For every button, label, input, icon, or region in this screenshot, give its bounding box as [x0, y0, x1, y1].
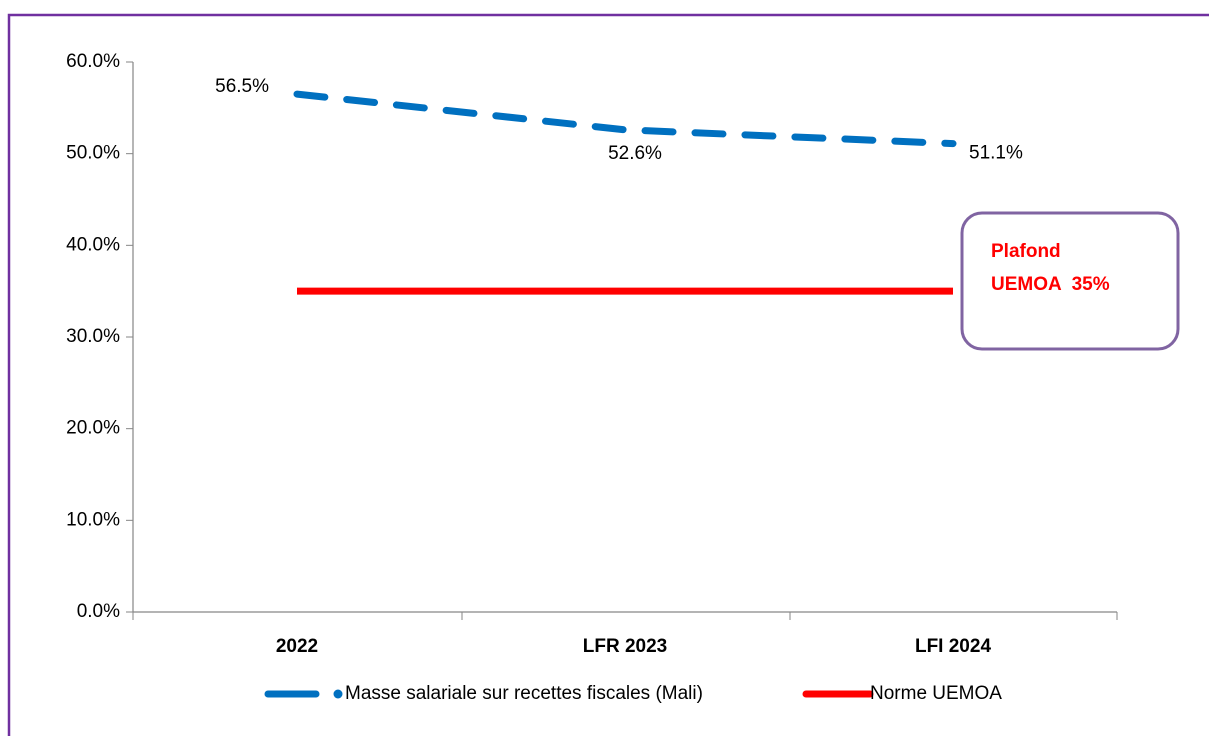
y-tick-label: 50.0% [66, 143, 120, 164]
chart-frame [7, 13, 1209, 736]
x-tick-label: LFI 2024 [915, 636, 991, 657]
series-line [293, 90, 957, 148]
y-tick-label: 30.0% [66, 326, 120, 347]
annotation-text: Plafond [991, 241, 1061, 262]
x-tick-label: 2022 [276, 636, 318, 657]
annotation-box [960, 211, 1180, 351]
x-tick-label: LFR 2023 [583, 636, 667, 657]
y-tick-label: 0.0% [77, 601, 120, 622]
y-tick-label: 40.0% [66, 234, 120, 255]
y-tick-label: 20.0% [66, 418, 120, 439]
legend-label: Masse salariale sur recettes fiscales (M… [345, 683, 703, 704]
legend-label: Norme UEMOA [870, 683, 1002, 704]
data-label: 51.1% [969, 143, 1023, 164]
data-label: 56.5% [215, 76, 269, 97]
data-label: 52.6% [608, 143, 662, 164]
y-tick-label: 10.0% [66, 509, 120, 530]
legend-swatch [333, 689, 343, 699]
y-tick-label: 60.0% [66, 51, 120, 72]
annotation-text: UEMOA 35% [991, 274, 1110, 295]
